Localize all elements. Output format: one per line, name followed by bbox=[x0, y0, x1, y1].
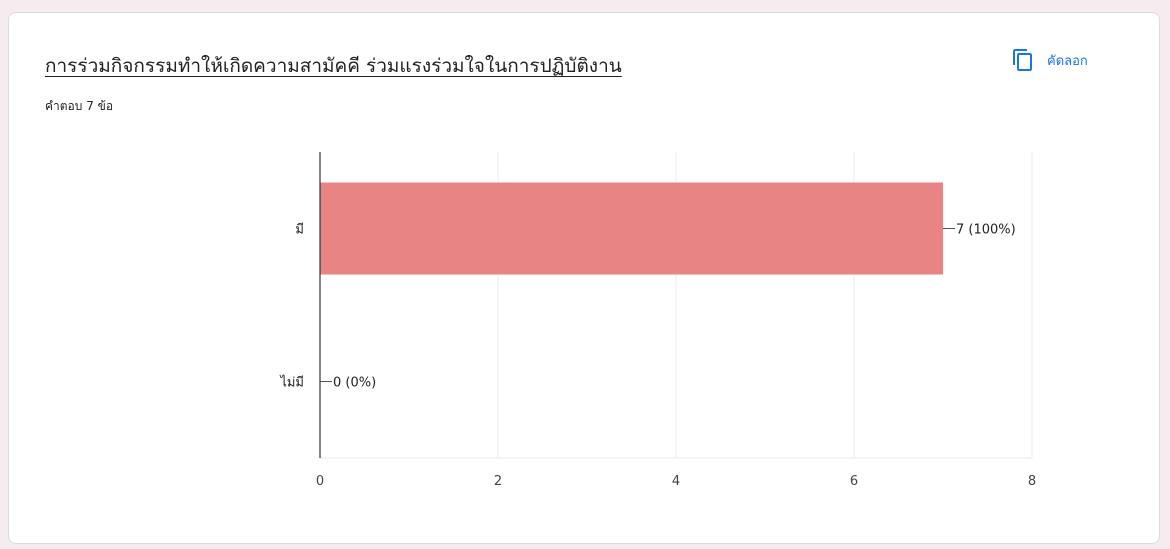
category-label-1: ไม่มี bbox=[279, 375, 304, 391]
data-label-0: 7 (100%) bbox=[956, 223, 1016, 238]
copy-icon bbox=[1011, 48, 1035, 72]
copy-button-label: คัดลอก bbox=[1047, 53, 1088, 69]
x-tick-label-0: 0 bbox=[316, 474, 324, 489]
question-summary-card: การร่วมกิจกรรมทำให้เกิดความสามัคคี ร่วมแ… bbox=[8, 12, 1160, 544]
x-tick-label-1: 2 bbox=[494, 474, 502, 489]
bar-0 bbox=[320, 182, 943, 275]
category-label-0: มี bbox=[295, 222, 304, 238]
x-tick-label-4: 8 bbox=[1028, 474, 1036, 489]
question-title: การร่วมกิจกรรมทำให้เกิดความสามัคคี ร่วมแ… bbox=[45, 55, 622, 77]
data-label-1: 0 (0%) bbox=[333, 376, 376, 391]
x-tick-label-3: 6 bbox=[850, 474, 858, 489]
copy-chart-button[interactable]: คัดลอก bbox=[1011, 45, 1088, 75]
response-count: คำตอบ 7 ข้อ bbox=[45, 99, 114, 113]
x-tick-label-2: 4 bbox=[672, 474, 680, 489]
